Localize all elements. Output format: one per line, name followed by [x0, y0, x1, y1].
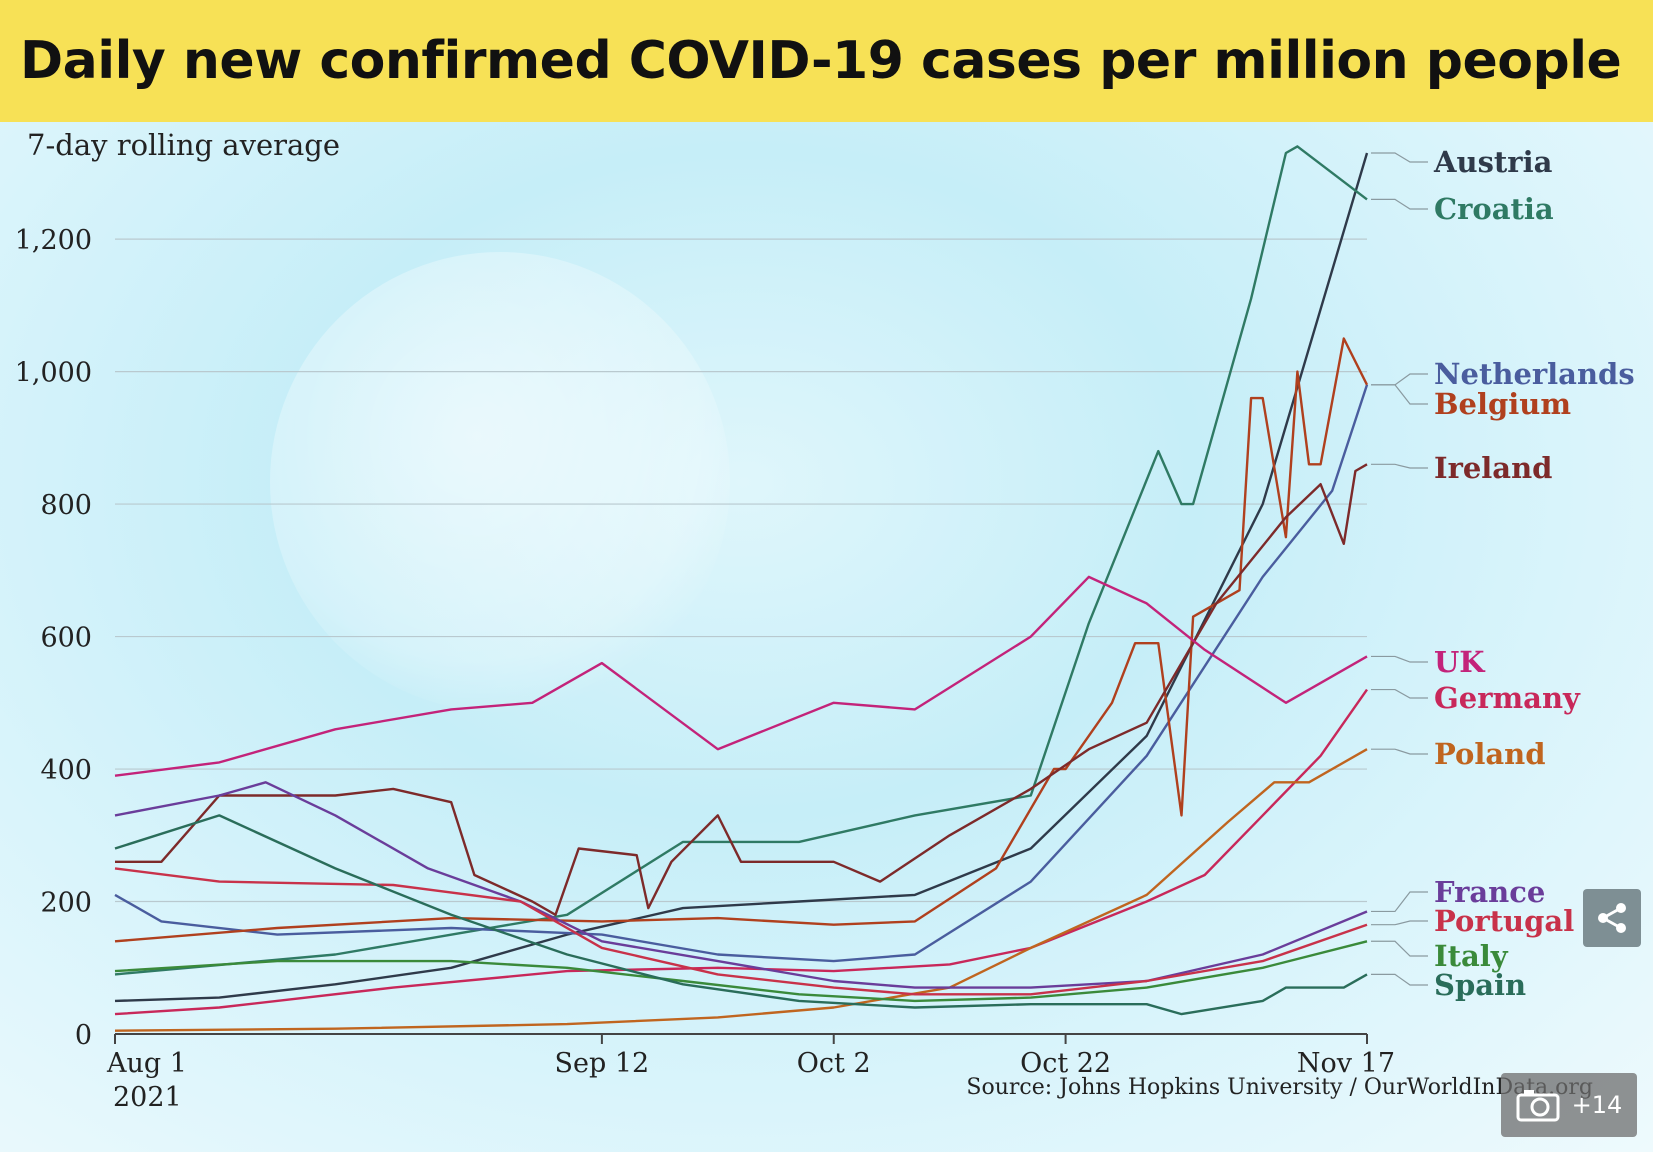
series-label-germany: Germany — [1434, 681, 1581, 715]
series-label-spain: Spain — [1434, 968, 1526, 1002]
leader-line — [1371, 688, 1428, 699]
leader-line — [1371, 940, 1428, 957]
series-label-austria: Austria — [1433, 145, 1553, 179]
y-tick-label: 1,200 — [15, 225, 92, 256]
series-line-germany — [114, 688, 1368, 1016]
series-line-croatia — [114, 145, 1368, 976]
series-line-spain — [114, 814, 1368, 1016]
y-tick-label: 400 — [40, 755, 92, 786]
share-button[interactable] — [1583, 889, 1641, 947]
series-line-poland — [114, 748, 1368, 1032]
x-tick-label: Sep 12 — [555, 1048, 650, 1079]
series-label-croatia: Croatia — [1434, 192, 1554, 226]
virus-illustration — [270, 252, 730, 712]
leader-line — [1371, 152, 1428, 163]
title-bar: Daily new confirmed COVID-19 cases per m… — [0, 0, 1653, 122]
x-tick-label: Aug 1 — [106, 1048, 187, 1079]
x-tick-label: Oct 22 — [1020, 1048, 1111, 1079]
series-line-austria — [114, 152, 1369, 1003]
chart-area: 0 200 400 600 800 1,000 1,200 Aug 1 2021 Sep 12 Oc… — [0, 122, 1653, 1152]
series-line-netherlands — [114, 384, 1369, 963]
leader-line — [1371, 384, 1428, 405]
series-line-ireland — [115, 463, 1368, 916]
series-label-uk: UK — [1434, 645, 1486, 679]
y-tick-label: 800 — [40, 490, 92, 521]
series-label-france: France — [1434, 875, 1545, 909]
series-line-italy — [114, 940, 1368, 1003]
series-label-poland: Poland — [1434, 737, 1546, 771]
series-label-netherlands: Netherlands — [1434, 357, 1635, 391]
x-tick-label: Oct 2 — [797, 1048, 871, 1079]
y-tick-label: 600 — [40, 623, 92, 654]
series-line-portugal — [114, 867, 1368, 996]
gallery-count: +14 — [1571, 1091, 1623, 1119]
leader-line — [1371, 373, 1428, 386]
camera-icon — [1516, 1090, 1560, 1122]
x-tick-label: 2021 — [113, 1082, 182, 1113]
leader-line — [1371, 198, 1428, 210]
x-tick-label: Nov 17 — [1297, 1048, 1395, 1079]
leader-line — [1371, 463, 1428, 469]
y-tick-label: 200 — [40, 888, 92, 919]
series-label-italy: Italy — [1434, 939, 1509, 973]
series-label-portugal: Portugal — [1434, 904, 1574, 938]
series-line-belgium — [114, 337, 1369, 943]
y-tick-label: 1,000 — [15, 358, 92, 389]
source-note: Source: Johns Hopkins University / OurWo… — [966, 1075, 1593, 1100]
y-tick-label: 0 — [75, 1020, 92, 1051]
series-line-uk — [114, 575, 1368, 777]
leader-line — [1371, 973, 1428, 986]
chart-subtitle: 7-day rolling average — [27, 128, 341, 162]
chart-title: Daily new confirmed COVID-19 cases per m… — [20, 31, 1622, 91]
series-label-ireland: Ireland — [1434, 451, 1552, 485]
leader-line — [1371, 920, 1428, 926]
share-icon — [1598, 903, 1626, 933]
gallery-button[interactable]: +14 — [1501, 1073, 1637, 1137]
leader-line — [1371, 748, 1428, 755]
leader-line — [1371, 655, 1428, 663]
leader-line — [1371, 891, 1428, 913]
series-label-belgium: Belgium — [1434, 387, 1571, 421]
